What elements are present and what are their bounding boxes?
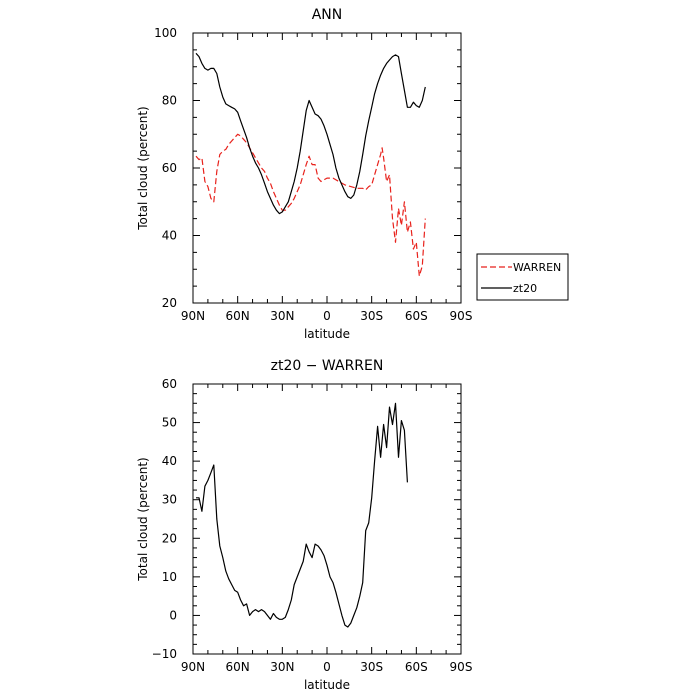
y-tick-label: 30 — [162, 493, 177, 507]
chart-panel-1: 90N 60N 30N 0 30S 60S 90S 20 40 60 80 100 ANN latitud… — [136, 7, 569, 341]
x-tick-label: 90S — [450, 309, 473, 323]
y-tick-label: 100 — [154, 26, 177, 40]
y-tick-label: 40 — [162, 454, 177, 468]
y-tick-label: 0 — [169, 608, 177, 622]
x-tick-label: 30N — [270, 660, 294, 674]
y-tick-label: 40 — [162, 229, 177, 243]
y-tick-label: 60 — [162, 161, 177, 175]
chart-panel-2: 90N 60N 30N 0 30S 60S 90S −10 0 10 20 30 40 50 60 zt20 … — [136, 358, 472, 692]
y-tick-label: 20 — [162, 296, 177, 310]
x-tick-label: 60N — [226, 660, 250, 674]
x-axis-title: latitude — [304, 678, 350, 692]
x-tick-label: 30N — [270, 309, 294, 323]
x-axis-title: latitude — [304, 327, 350, 341]
legend-label: zt20 — [513, 282, 537, 295]
x-tick-label: 60S — [405, 660, 428, 674]
y-tick-label: 80 — [162, 94, 177, 108]
y-tick-label: −10 — [152, 647, 177, 661]
series-line-zt20 — [195, 52, 426, 215]
series-line-warren — [195, 133, 426, 277]
x-tick-label: 30S — [360, 309, 383, 323]
legend: WARREN zt20 — [476, 253, 569, 301]
y-axis-title: Total cloud (percent) — [136, 457, 150, 581]
x-tick-label: 90N — [181, 309, 205, 323]
y-tick-label: 10 — [162, 570, 177, 584]
x-tick-label: 60N — [226, 309, 250, 323]
legend-box — [476, 253, 569, 301]
x-tick-label: 90S — [450, 660, 473, 674]
x-tick-label: 0 — [323, 660, 331, 674]
plot-frame — [192, 32, 462, 304]
plot-frame — [192, 383, 462, 655]
y-axis-title: Total cloud (percent) — [136, 106, 150, 230]
x-tick-label: 90N — [181, 660, 205, 674]
legend-label: WARREN — [513, 261, 561, 274]
series-line-series-1 — [196, 402, 408, 628]
y-tick-label: 60 — [162, 377, 177, 391]
chart-title: ANN — [312, 7, 343, 23]
chart-title: zt20 − WARREN — [271, 358, 384, 374]
y-tick-label: 20 — [162, 531, 177, 545]
x-tick-label: 30S — [360, 660, 383, 674]
x-tick-label: 0 — [323, 309, 331, 323]
x-tick-label: 60S — [405, 309, 428, 323]
y-tick-label: 50 — [162, 416, 177, 430]
